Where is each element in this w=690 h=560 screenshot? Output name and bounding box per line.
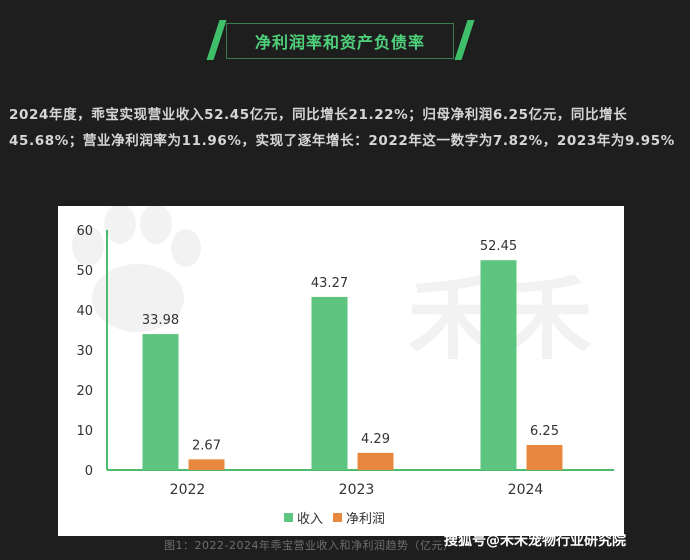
- profit-data-label: 6.25: [530, 424, 559, 439]
- title-slash-right: [454, 20, 475, 60]
- x-category-label: 2023: [339, 482, 375, 498]
- revenue-data-label: 52.45: [480, 239, 517, 254]
- y-tick-label: 0: [85, 464, 93, 479]
- legend-item-revenue: 收入: [284, 508, 323, 527]
- revenue-bar: [311, 296, 348, 470]
- revenue-data-label: 43.27: [311, 276, 348, 291]
- y-tick-label: 30: [76, 344, 93, 359]
- bar-chart: 0 10 20 30 40 50 60 33.98 2.67 2022 43.27 4.29 2023 5…: [76, 224, 614, 498]
- source-label: 搜狐号@禾禾宠物行业研究院: [444, 533, 626, 549]
- revenue-data-label: 33.98: [142, 313, 179, 328]
- profit-bar: [526, 445, 563, 470]
- title-slash-left: [206, 20, 227, 60]
- y-tick-label: 50: [76, 264, 93, 279]
- x-category-label: 2022: [170, 482, 206, 498]
- figure-caption: 图1：2022-2024年乖宝营业收入和净利润趋势（亿元）: [164, 539, 455, 552]
- profit-data-label: 4.29: [361, 432, 390, 447]
- y-tick-label: 10: [76, 424, 93, 439]
- legend-swatch-profit: [333, 513, 343, 522]
- chart-legend: 收入 净利润: [284, 508, 385, 527]
- revenue-bar: [142, 334, 179, 470]
- y-tick-label: 20: [76, 384, 93, 399]
- y-tick-label: 40: [76, 304, 93, 319]
- section-title: 净利润率和资产负债率: [254, 33, 425, 52]
- legend-label-revenue: 收入: [297, 512, 324, 527]
- paw-watermark-icon: [72, 206, 201, 332]
- profit-bar: [188, 459, 225, 470]
- profit-data-label: 2.67: [192, 438, 221, 453]
- legend-swatch-revenue: [284, 513, 293, 522]
- y-tick-label: 60: [76, 224, 93, 239]
- revenue-bar: [480, 260, 517, 470]
- profit-bar: [357, 452, 394, 470]
- x-category-label: 2024: [508, 482, 544, 498]
- legend-item-profit: 净利润: [333, 508, 385, 527]
- section-title-box: 净利润率和资产负债率: [226, 23, 454, 59]
- legend-label-profit: 净利润: [346, 512, 386, 527]
- intro-paragraph: 2024年度，乖宝实现营业收入52.45亿元，同比增长21.22%；归母净利润6…: [9, 107, 675, 149]
- chart-card: 禾禾 010203040506033.982.67202243.274.2920…: [58, 206, 624, 536]
